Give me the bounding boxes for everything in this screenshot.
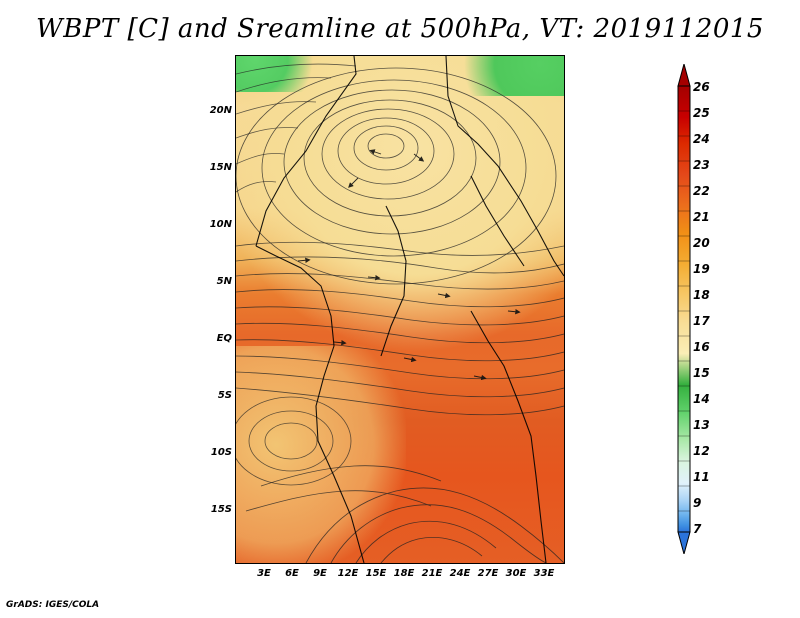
colorbar-label: 21: [693, 210, 710, 224]
x-tick-label: 30E: [505, 568, 527, 579]
map-panel: [235, 55, 565, 564]
colorbar-label: 24: [693, 132, 710, 146]
y-tick-label: 10S: [210, 447, 232, 458]
y-tick-label: EQ: [216, 333, 232, 344]
map-title: WBPT [C] and Sreamline at 500hPa, VT: 20…: [36, 14, 764, 44]
x-tick-label: 3E: [257, 568, 271, 579]
colorbar-label: 16: [693, 340, 710, 354]
colorbar-label: 7: [693, 522, 702, 536]
x-tick-label: 6E: [285, 568, 299, 579]
x-tick-label: 24E: [449, 568, 471, 579]
y-tick-label: 5N: [216, 276, 232, 287]
x-tick-label: 33E: [533, 568, 555, 579]
x-tick-label: 12E: [337, 568, 359, 579]
x-tick-label: 27E: [477, 568, 499, 579]
colorbar-label: 25: [693, 106, 710, 120]
colorbar-label: 14: [693, 392, 710, 406]
colorbar-label: 23: [693, 158, 710, 172]
pale-region-southwest: [236, 346, 406, 563]
colorbar-label: 20: [693, 236, 710, 250]
colorbar-label: 13: [693, 418, 710, 432]
x-tick-label: 9E: [313, 568, 327, 579]
x-tick-label: 15E: [365, 568, 387, 579]
green-region-northwest: [236, 56, 331, 92]
x-tick-label: 18E: [393, 568, 415, 579]
colorbar-label: 11: [693, 470, 710, 484]
colorbar-label: 22: [693, 184, 710, 198]
y-tick-label: 10N: [209, 219, 232, 230]
credit-text: GrADS: IGES/COLA: [6, 600, 100, 610]
y-tick-label: 20N: [209, 105, 232, 116]
colorbar-label: 17: [693, 314, 710, 328]
streamline-layer: [236, 56, 564, 563]
colorbar-label: 19: [693, 262, 710, 276]
colorbar-label: 9: [693, 496, 702, 510]
colorbar-label: 18: [693, 288, 710, 302]
y-tick-label: 5S: [217, 390, 232, 401]
green-region-northeast: [444, 56, 564, 96]
colorbar-label: 15: [693, 366, 710, 380]
colorbar: [677, 64, 691, 554]
x-tick-label: 21E: [421, 568, 443, 579]
y-tick-label: 15N: [209, 162, 232, 173]
y-tick-label: 15S: [210, 504, 232, 515]
colorbar-label: 12: [693, 444, 710, 458]
colorbar-label: 26: [693, 80, 710, 94]
